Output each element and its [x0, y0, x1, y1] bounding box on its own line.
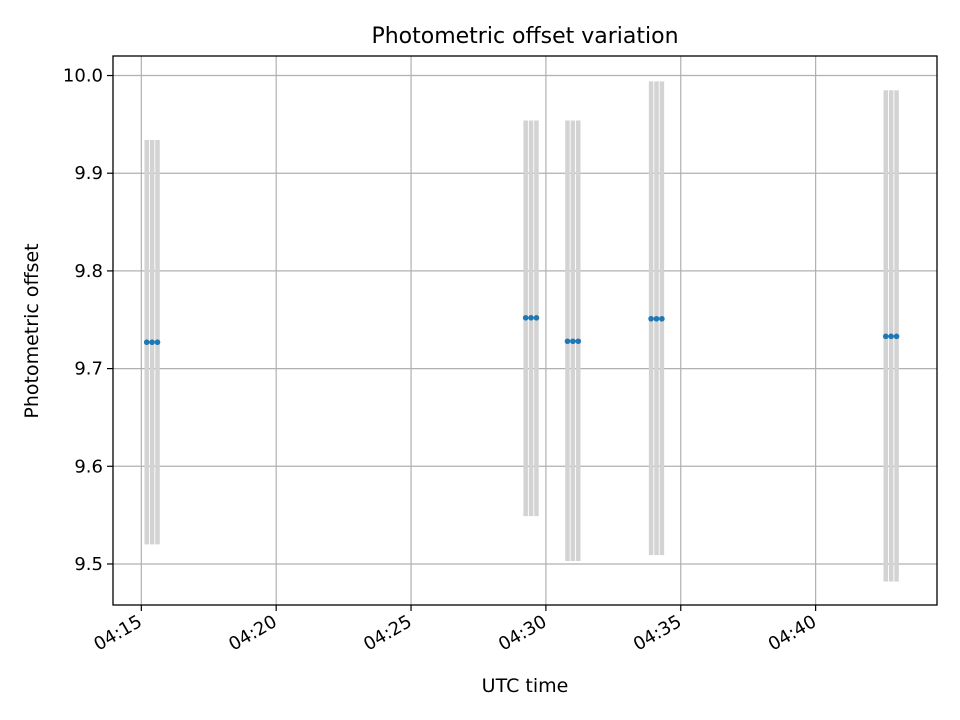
y-tick-label: 10.0: [63, 66, 103, 87]
x-tick-label: 04:30: [495, 611, 550, 655]
data-point: [575, 338, 582, 345]
x-tick-label: 04:35: [630, 611, 685, 655]
data-point: [564, 338, 571, 345]
data-points: [143, 315, 900, 346]
x-tick-label: 04:40: [765, 611, 820, 655]
data-point: [653, 315, 660, 322]
x-axis-ticks: 04:15 04:20 04:25 04:30 04:35 04:40: [90, 605, 820, 655]
data-point: [570, 338, 576, 345]
y-axis-ticks: 9.5 9.6 9.7 9.8 9.9 10.0: [63, 66, 113, 575]
x-axis-label: UTC time: [482, 675, 569, 697]
y-tick-label: 9.8: [74, 261, 103, 282]
data-point: [533, 315, 540, 321]
x-tick-label: 04:25: [360, 611, 415, 655]
y-tick-label: 9.7: [74, 359, 103, 380]
y-tick-label: 9.5: [74, 554, 103, 575]
y-tick-label: 9.9: [74, 163, 103, 184]
plot-frame: [112, 55, 938, 606]
data-point: [659, 315, 665, 322]
chart-title: Photometric offset variation: [371, 24, 678, 49]
error-bars: [144, 81, 899, 582]
x-tick-label: 04:20: [225, 611, 280, 655]
data-point: [528, 315, 534, 321]
y-tick-label: 9.6: [74, 456, 103, 477]
data-point: [893, 333, 900, 340]
data-point: [154, 339, 161, 346]
data-point: [143, 339, 150, 346]
data-point: [149, 339, 155, 346]
data-point: [888, 333, 894, 340]
y-axis-label: Photometric offset: [21, 243, 43, 418]
data-point: [882, 333, 889, 340]
data-point: [522, 315, 529, 321]
x-tick-label: 04:15: [90, 611, 145, 655]
data-point: [648, 315, 654, 322]
